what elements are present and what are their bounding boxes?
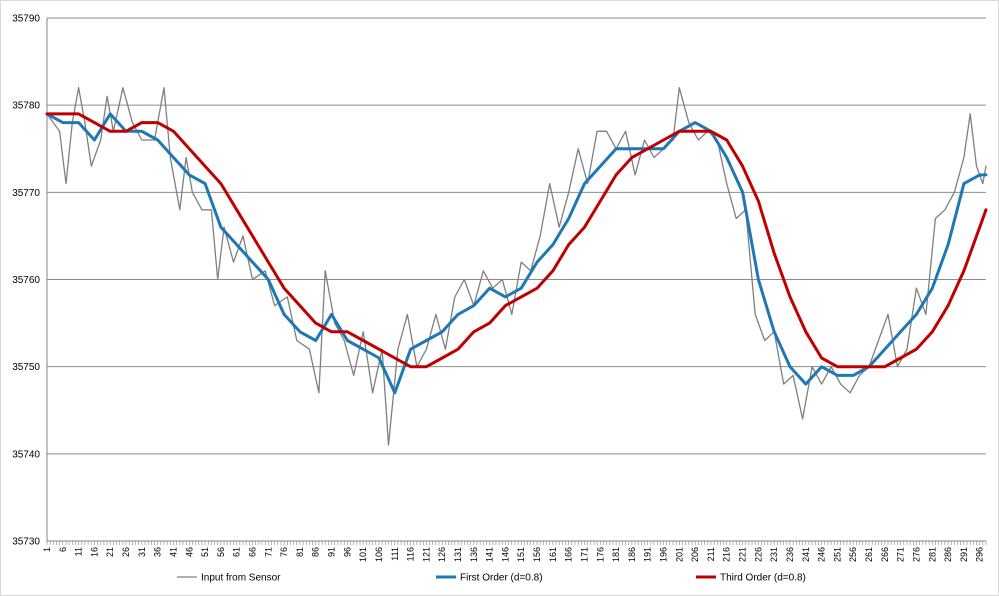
x-tick-label: 206 <box>690 547 700 562</box>
x-tick-label: 256 <box>848 547 858 562</box>
x-tick-label: 241 <box>801 547 811 562</box>
series-lines <box>45 87 988 446</box>
x-tick-label: 146 <box>500 547 510 562</box>
x-tick-label: 76 <box>279 547 289 557</box>
y-tick-label: 35780 <box>12 101 40 112</box>
x-tick-label: 281 <box>927 547 937 562</box>
axes <box>46 18 987 545</box>
x-tick-label: 156 <box>532 547 542 562</box>
x-tick-label: 271 <box>896 547 906 562</box>
x-tick-label: 191 <box>643 547 653 562</box>
x-tick-label: 91 <box>327 547 337 557</box>
series-line-0 <box>46 87 987 446</box>
x-tick-label: 121 <box>421 547 431 562</box>
x-tick-label: 81 <box>295 547 305 557</box>
x-tick-label: 291 <box>959 547 969 562</box>
x-tick-label: 11 <box>74 547 84 556</box>
x-tick-label: 286 <box>943 547 953 562</box>
y-tick-label: 35740 <box>12 449 40 460</box>
x-tick-label: 231 <box>769 547 779 562</box>
x-tick-label: 56 <box>216 547 226 557</box>
x-tick-label: 31 <box>137 547 147 557</box>
x-tick-label: 211 <box>706 547 716 561</box>
x-tick-label: 196 <box>659 547 669 562</box>
x-tick-label: 186 <box>627 547 637 562</box>
x-tick-label: 136 <box>469 547 479 562</box>
x-tick-label: 181 <box>611 547 621 562</box>
x-tick-label: 106 <box>374 547 384 562</box>
x-tick-label: 161 <box>548 547 558 562</box>
x-tick-label: 276 <box>911 547 921 562</box>
x-tick-label: 236 <box>785 547 795 562</box>
y-tick-labels: 35730 35740 35750 35760 35770 35780 35790 <box>12 14 40 548</box>
x-tick-label: 261 <box>864 547 874 562</box>
x-tick-label: 71 <box>263 547 273 557</box>
x-tick-label: 51 <box>200 547 210 557</box>
y-tick-label: 35770 <box>12 188 40 199</box>
x-tick-label: 166 <box>564 547 574 562</box>
x-tick-label: 201 <box>674 547 684 562</box>
legend-label-1: First Order (d=0.8) <box>460 573 543 584</box>
x-tick-label: 126 <box>437 547 447 562</box>
y-tick-label: 35730 <box>12 537 40 548</box>
legend: Input from Sensor First Order (d=0.8) Thir… <box>177 573 806 584</box>
x-tick-label: 251 <box>832 547 842 562</box>
x-tick-label: 41 <box>168 547 178 557</box>
x-tick-label: 296 <box>975 547 985 562</box>
x-tick-label: 171 <box>579 547 589 562</box>
x-tick-label: 116 <box>406 547 416 561</box>
y-tick-label: 35750 <box>12 362 40 373</box>
x-tick-label: 46 <box>184 547 194 557</box>
x-tick-label: 266 <box>880 547 890 562</box>
series-line-1 <box>45 112 988 395</box>
x-tick-label: 226 <box>753 547 763 562</box>
x-tick-label: 36 <box>153 547 163 557</box>
x-tick-label: 21 <box>105 547 115 557</box>
x-tick-label: 101 <box>358 547 368 562</box>
x-tick-label: 151 <box>516 547 526 562</box>
x-tick-label: 1 <box>42 547 52 552</box>
x-tick-label: 216 <box>722 547 732 562</box>
x-tick-label: 66 <box>248 547 258 557</box>
x-tick-label: 26 <box>121 547 131 557</box>
x-tick-labels: 1 6 11 16 21 26 31 36 41 46 51 56 61 66 71 76 81 86 91 96 10… <box>42 547 985 562</box>
x-tick-label: 176 <box>595 547 605 562</box>
y-tick-label: 35790 <box>12 14 40 25</box>
gridlines <box>47 17 986 542</box>
x-tick-label: 86 <box>311 547 321 557</box>
x-tick-label: 111 <box>390 547 400 561</box>
legend-label-0: Input from Sensor <box>201 573 281 584</box>
x-tick-label: 6 <box>58 547 68 552</box>
x-tick-label: 246 <box>817 547 827 562</box>
x-tick-label: 131 <box>453 547 463 562</box>
x-tick-label: 141 <box>485 547 495 562</box>
x-tick-label: 16 <box>89 547 99 557</box>
legend-label-2: Third Order (d=0.8) <box>720 573 806 584</box>
x-tick-label: 61 <box>232 547 242 557</box>
y-tick-label: 35760 <box>12 275 40 286</box>
x-tick-label: 221 <box>738 547 748 562</box>
series-line-2 <box>45 112 988 369</box>
x-tick-label: 96 <box>342 547 352 557</box>
